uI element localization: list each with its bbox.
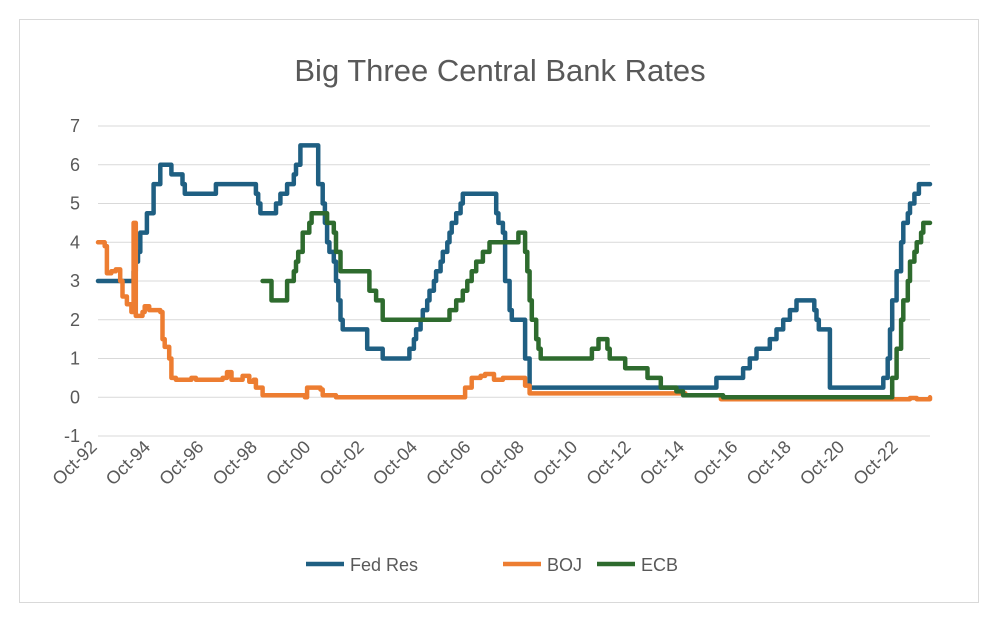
x-tick-label: Oct-00 <box>262 437 314 489</box>
line-chart: Big Three Central Bank Rates 76543210-1 … <box>48 53 933 575</box>
x-tick-label: Oct-20 <box>796 437 848 489</box>
y-tick-label: 3 <box>70 271 80 291</box>
legend: Fed Res BOJ ECB <box>306 555 678 575</box>
y-tick-label: 5 <box>70 194 80 214</box>
gridlines <box>98 125 930 437</box>
legend-label: Fed Res <box>350 555 418 575</box>
y-tick-label: 7 <box>70 116 80 136</box>
x-tick-label: Oct-14 <box>636 437 688 489</box>
x-axis-ticks: Oct-92 Oct-94 Oct-96 Oct-98 Oct-00 Oct-02 Oct-… <box>48 437 901 489</box>
x-tick-label: Oct-98 <box>209 437 261 489</box>
chart-frame: Big Three Central Bank Rates 7 6 5 4 3 2 1 0 -1 … <box>19 19 979 603</box>
x-tick-label: Oct-08 <box>476 437 528 489</box>
y-tick-label: 6 <box>70 155 80 175</box>
x-tick-label: Oct-96 <box>155 437 207 489</box>
y-tick-label: 4 <box>70 232 80 252</box>
x-tick-label: Oct-22 <box>849 437 901 489</box>
legend-label: ECB <box>641 555 678 575</box>
series-line-fed-res <box>95 143 933 390</box>
series-line-boj <box>95 220 933 402</box>
y-tick-label: -1 <box>64 426 80 446</box>
chart-title: Big Three Central Bank Rates <box>294 53 705 88</box>
y-tick-label: 0 <box>70 387 80 407</box>
series-line-ecb <box>260 210 933 400</box>
x-tick-label: Oct-18 <box>743 437 795 489</box>
y-tick-label: 2 <box>70 310 80 330</box>
y-axis-ticks: 7 6 5 4 3 2 1 0 -1 <box>64 116 80 446</box>
series-lines <box>95 143 933 402</box>
y-tick-label: 1 <box>70 349 80 369</box>
x-tick-label: Oct-10 <box>529 437 581 489</box>
legend-label: BOJ <box>547 555 582 575</box>
x-tick-label: Oct-02 <box>315 437 367 489</box>
x-tick-label: Oct-12 <box>582 437 634 489</box>
x-tick-label: Oct-06 <box>422 437 474 489</box>
x-tick-label: Oct-94 <box>102 437 154 489</box>
x-tick-label: Oct-04 <box>369 437 421 489</box>
x-tick-label: Oct-16 <box>689 437 741 489</box>
